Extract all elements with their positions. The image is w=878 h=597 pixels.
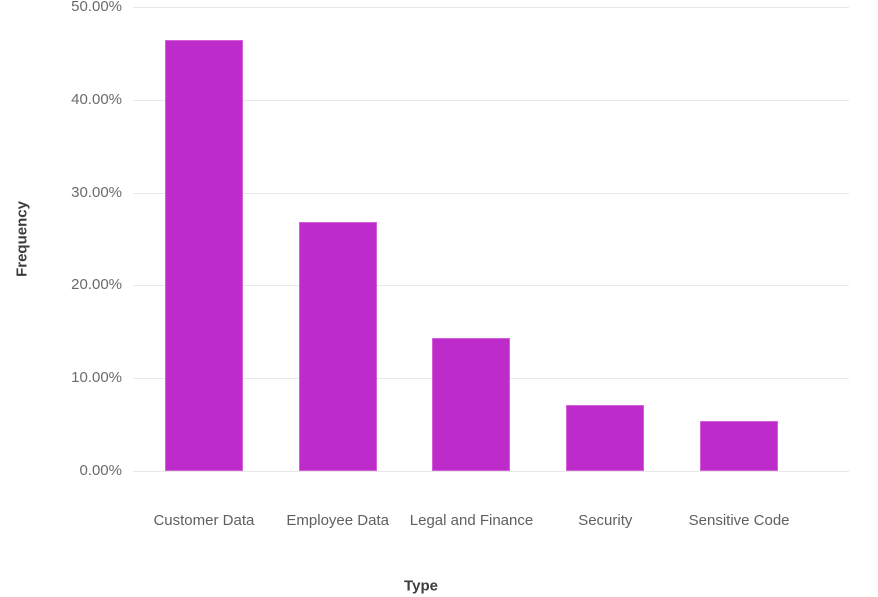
- bar-security[interactable]: [566, 404, 645, 471]
- y-tick-label: 10.00%: [71, 369, 122, 387]
- bar-customer-data[interactable]: [164, 40, 243, 471]
- gridline-40.00%: [133, 99, 849, 101]
- bar-slot-legal-and-finance: [405, 7, 539, 471]
- x-category-label-employee-data: Employee Data: [286, 512, 389, 529]
- bar-legal-and-finance[interactable]: [432, 338, 511, 471]
- y-tick-label: 50.00%: [71, 0, 122, 15]
- gridline-30.00%: [133, 192, 849, 194]
- bar-slot-employee-data: [271, 7, 405, 471]
- y-tick-label: 30.00%: [71, 183, 122, 201]
- bar-slot-sensitive-code: [672, 7, 806, 471]
- bar-employee-data[interactable]: [298, 222, 377, 471]
- x-axis-title: Type: [404, 577, 438, 595]
- x-category-label-security: Security: [578, 512, 633, 529]
- y-axis-tick-labels: 0.00% 10.00% 20.00% 30.00% 40.00% 50.00%: [0, 0, 122, 479]
- y-tick-label: 0.00%: [79, 462, 122, 479]
- bar-slot-customer-data: [137, 7, 271, 471]
- gridline-0.00%: [133, 471, 849, 472]
- bar-slot-security: [538, 7, 672, 471]
- bars-row: [137, 7, 806, 471]
- bar-sensitive-code[interactable]: [700, 421, 779, 471]
- gridline-20.00%: [133, 285, 849, 287]
- x-category-label-legal-and-finance: Legal and Finance: [409, 512, 534, 529]
- gridline-50.00%: [133, 7, 849, 8]
- x-category-label-customer-data: Customer Data: [153, 512, 255, 529]
- x-axis-category-labels: Customer Data Employee Data Legal and Fina…: [137, 510, 806, 532]
- y-tick-label: 20.00%: [71, 276, 122, 294]
- y-tick-label: 40.00%: [71, 90, 122, 108]
- x-category-label-sensitive-code: Sensitive Code: [688, 512, 790, 529]
